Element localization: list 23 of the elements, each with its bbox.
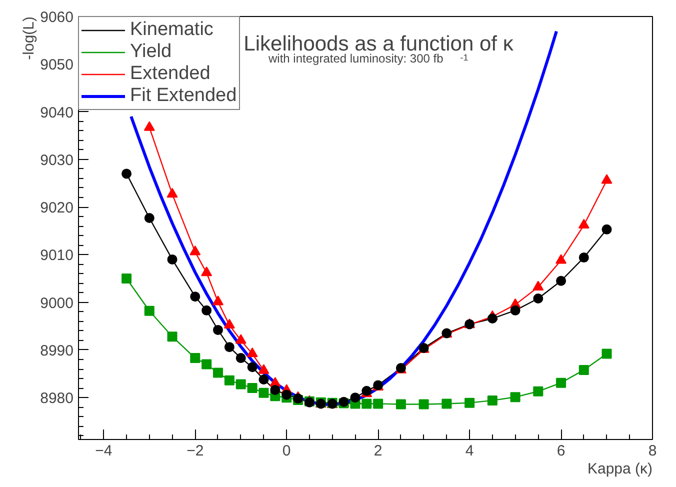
x-tick-label: 6 bbox=[556, 442, 566, 460]
y-tick-label: 9010 bbox=[40, 247, 74, 264]
y-tick-label: 8980 bbox=[40, 390, 74, 408]
y-tick-label: 9040 bbox=[40, 104, 74, 122]
x-tick-label: −2 bbox=[186, 442, 204, 460]
y-tick-label: 9030 bbox=[40, 152, 74, 169]
x-tick-label: −4 bbox=[95, 442, 112, 460]
text: with integrated luminosity: 300 fb-1 bbox=[268, 52, 468, 66]
legend-label: Fit Extended bbox=[130, 85, 237, 107]
y-axis-title: -log(L) bbox=[20, 16, 38, 60]
y-tick-label: 9050 bbox=[40, 56, 74, 74]
y-tick-label: 9020 bbox=[40, 200, 74, 217]
x-tick-label: 4 bbox=[465, 442, 474, 460]
x-tick-label: 8 bbox=[648, 442, 657, 460]
legend-label: Yield bbox=[130, 41, 172, 63]
y-tick-label: 9000 bbox=[40, 294, 74, 312]
x-axis-title: Kappa (κ) bbox=[587, 460, 653, 478]
x-tick-label: 2 bbox=[374, 442, 382, 460]
y-tick-label: 9060 bbox=[40, 9, 74, 26]
legend-label: Extended bbox=[130, 63, 210, 85]
y-tick-label: 8990 bbox=[40, 342, 74, 360]
legend-label: Kinematic bbox=[130, 19, 214, 41]
x-tick-label: 0 bbox=[282, 442, 291, 460]
